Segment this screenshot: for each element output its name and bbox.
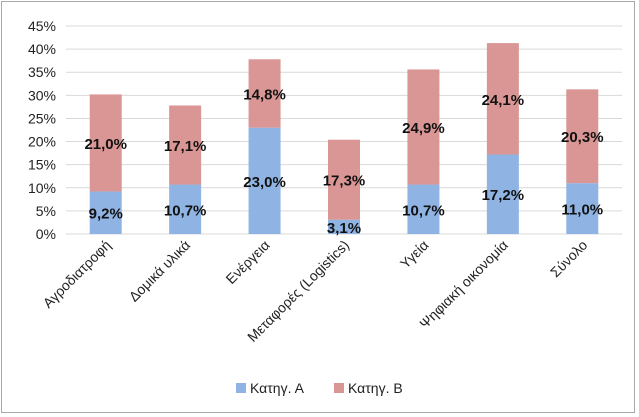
data-label: 20,3% [561, 129, 604, 146]
legend-label: Κατηγ. Β [348, 380, 403, 396]
data-label: 23,0% [243, 174, 286, 191]
bar-segment-a [169, 184, 202, 234]
bar-segment-b [566, 89, 599, 184]
data-labels: 9,2% 21,0% 10,7% 17,1% 23,0% 14,8% 3,1% 17,3% 10… [84, 86, 603, 236]
data-label: 17,1% [164, 138, 207, 155]
data-label: 14,8% [243, 86, 286, 103]
y-tick-label: 20% [28, 134, 56, 150]
x-category-label: Σύνολο [547, 237, 591, 281]
data-label: 10,7% [164, 202, 207, 219]
bars [89, 43, 599, 234]
bar-segment-a [89, 191, 122, 234]
x-category-label: Ενέργεια [222, 237, 272, 287]
y-tick-label: 5% [36, 203, 56, 219]
bar-segment-a [407, 184, 440, 234]
data-label: 3,1% [327, 220, 361, 237]
data-label: 10,7% [402, 202, 445, 219]
y-tick-label: 25% [28, 110, 56, 126]
x-category-label: Ψηφιακή οικονομία [416, 237, 511, 332]
data-label: 17,3% [323, 173, 366, 190]
data-label: 17,2% [482, 187, 525, 204]
bar-segment-a [486, 154, 519, 234]
legend-swatch-a [236, 383, 246, 393]
bar-segment-b [407, 69, 440, 185]
y-tick-label: 35% [28, 64, 56, 80]
data-label: 9,2% [89, 206, 123, 223]
y-tick-label: 10% [28, 180, 56, 196]
bar-segment-a [328, 219, 360, 234]
y-tick-label: 0% [36, 226, 56, 242]
data-label: 24,1% [482, 92, 525, 109]
x-category-label: Δομικά υλικά [126, 237, 194, 305]
data-label: 24,9% [402, 120, 445, 137]
legend-label: Κατηγ. Α [250, 380, 305, 396]
x-category-label: Αγροδιατροφή [40, 237, 114, 311]
bar-segment-b [169, 105, 202, 185]
y-tick-label: 15% [28, 157, 56, 173]
legend: Κατηγ. Α Κατηγ. Β [236, 380, 403, 396]
x-axis-category-labels: Αγροδιατροφή Δομικά υλικά ΕνέργειαΜεταφορέ… [40, 237, 591, 345]
y-axis-tick-labels: 0% 5% 10% 15% 20% 25% 30% 35% 40% 45% [28, 18, 56, 242]
y-tick-label: 45% [28, 18, 56, 34]
bar-segment-b [89, 94, 122, 192]
data-label: 21,0% [84, 136, 127, 153]
legend-swatch-b [334, 383, 344, 393]
bar-segment-b [328, 139, 360, 220]
x-category-label: Υγεία [397, 237, 432, 272]
bar-segment-a [248, 127, 281, 234]
bar-segment-b [248, 59, 281, 128]
y-tick-label: 40% [28, 41, 56, 57]
bar-segment-a [566, 183, 599, 234]
y-tick-label: 30% [28, 87, 56, 103]
data-label: 11,0% [561, 202, 603, 219]
bar-segment-b [486, 43, 519, 155]
